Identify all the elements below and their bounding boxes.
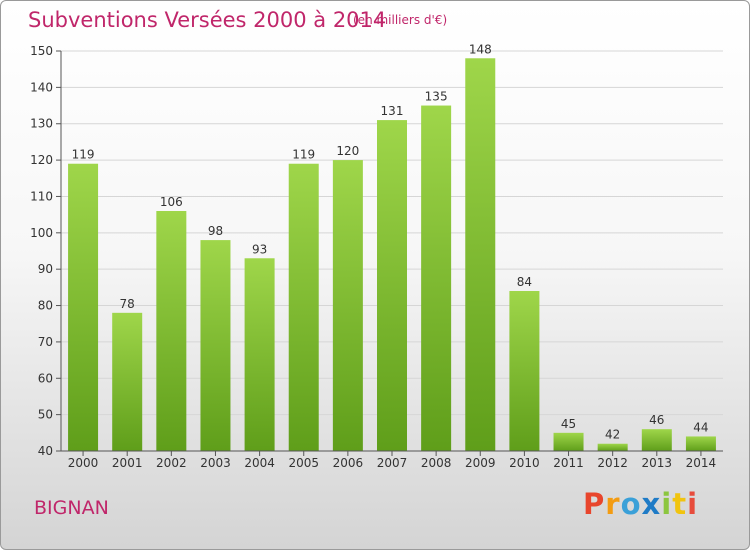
- data-label: 44: [693, 420, 708, 434]
- brand-letter: i: [661, 487, 673, 521]
- data-label: 42: [605, 428, 620, 442]
- x-tick-label: 2002: [156, 456, 187, 470]
- brand-letter: x: [641, 487, 662, 521]
- y-tick-label: 140: [30, 80, 53, 94]
- bar: [200, 240, 231, 451]
- y-tick-label: 70: [38, 335, 53, 349]
- bar: [421, 105, 452, 451]
- bar: [112, 312, 143, 451]
- x-tick-label: 2007: [377, 456, 408, 470]
- bars: [68, 58, 716, 451]
- labels: 40 50 60 70 80 90 100 110 120 130 140 150 119 2000 78 2…: [30, 42, 716, 470]
- brand-letter: i: [687, 487, 699, 521]
- x-tick-label: 2010: [509, 456, 540, 470]
- bar: [332, 160, 363, 451]
- data-label: 131: [381, 104, 404, 118]
- bar: [597, 443, 628, 451]
- y-tick-label: 90: [38, 262, 53, 276]
- brand-letter: t: [672, 487, 688, 521]
- bar: [509, 291, 540, 451]
- data-label: 98: [208, 224, 223, 238]
- x-tick-label: 2001: [112, 456, 143, 470]
- data-label: 148: [469, 42, 492, 56]
- axes: [56, 50, 723, 456]
- x-tick-label: 2009: [465, 456, 496, 470]
- x-tick-label: 2003: [200, 456, 231, 470]
- bar: [685, 436, 716, 451]
- bar: [377, 120, 407, 451]
- unit-label: (en milliers d'€): [353, 13, 448, 27]
- bar: [465, 58, 496, 451]
- y-tick-label: 60: [38, 371, 53, 385]
- x-tick-label: 2000: [68, 456, 99, 470]
- data-label: 119: [292, 148, 315, 162]
- y-tick-label: 40: [38, 444, 53, 458]
- data-label: 93: [252, 242, 267, 256]
- x-tick-label: 2011: [553, 456, 584, 470]
- brand-letter: P: [583, 487, 606, 521]
- data-label: 106: [160, 195, 183, 209]
- location-name: BIGNAN: [34, 497, 109, 519]
- x-tick-label: 2014: [686, 456, 717, 470]
- x-tick-label: 2004: [244, 456, 275, 470]
- bar: [553, 432, 584, 451]
- data-label: 135: [425, 90, 448, 104]
- bar: [244, 258, 275, 451]
- x-tick-label: 2006: [333, 456, 364, 470]
- data-label: 84: [517, 275, 532, 289]
- y-tick-label: 110: [30, 189, 53, 203]
- x-tick-label: 2012: [597, 456, 628, 470]
- y-tick-label: 50: [38, 408, 53, 422]
- x-tick-label: 2005: [288, 456, 319, 470]
- brand-letter: o: [620, 487, 642, 521]
- x-tick-label: 2013: [642, 456, 673, 470]
- y-tick-label: 130: [30, 117, 53, 131]
- brand-letter: r: [605, 487, 621, 521]
- data-label: 120: [336, 144, 359, 158]
- y-tick-label: 150: [30, 44, 53, 58]
- data-label: 45: [561, 417, 576, 431]
- data-label: 119: [72, 148, 95, 162]
- bar: [156, 211, 187, 451]
- y-tick-label: 120: [30, 153, 53, 167]
- data-label: 46: [649, 413, 664, 427]
- y-tick-label: 100: [30, 226, 53, 240]
- bar: [68, 163, 99, 451]
- bar: [288, 163, 319, 451]
- x-tick-label: 2008: [421, 456, 452, 470]
- bar: [641, 429, 672, 451]
- chart-title: Subventions Versées 2000 à 2014: [28, 8, 387, 32]
- data-label: 78: [120, 297, 135, 311]
- y-tick-label: 80: [38, 299, 53, 313]
- proxiti-logo: Proxiti: [583, 487, 698, 521]
